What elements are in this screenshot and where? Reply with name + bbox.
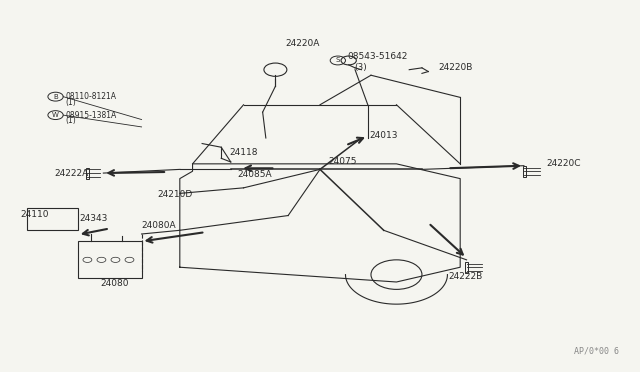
Text: 24080: 24080 (100, 279, 129, 288)
Text: 24110: 24110 (20, 210, 49, 219)
Text: W: W (52, 112, 59, 118)
Text: 08110-8121A: 08110-8121A (65, 92, 116, 101)
Bar (86, 167, 90, 179)
Text: (1): (1) (65, 98, 76, 107)
Bar (27, 208, 78, 230)
Text: (1): (1) (65, 116, 76, 125)
Text: B: B (53, 94, 58, 100)
Text: 24085A: 24085A (237, 170, 272, 179)
Bar (523, 166, 526, 177)
Text: 24080A: 24080A (141, 221, 176, 230)
Text: 24220A: 24220A (285, 39, 319, 48)
Bar (78, 241, 141, 278)
Text: 24013: 24013 (369, 131, 397, 140)
Text: 08543-51642: 08543-51642 (348, 52, 408, 61)
Text: 24075: 24075 (328, 157, 356, 166)
Text: 24220B: 24220B (438, 63, 472, 72)
Text: 24220C: 24220C (546, 159, 580, 169)
Text: (3): (3) (354, 63, 367, 72)
Text: S: S (335, 57, 340, 64)
Text: 24222A: 24222A (54, 169, 88, 177)
Text: 24222B: 24222B (448, 272, 483, 281)
Text: 24118: 24118 (230, 148, 258, 157)
Text: 08915-1381A: 08915-1381A (65, 110, 116, 120)
Text: AP/0*00 6: AP/0*00 6 (575, 347, 620, 356)
Text: 24210D: 24210D (157, 190, 193, 199)
Bar (465, 262, 468, 273)
Text: 24343: 24343 (80, 214, 108, 223)
